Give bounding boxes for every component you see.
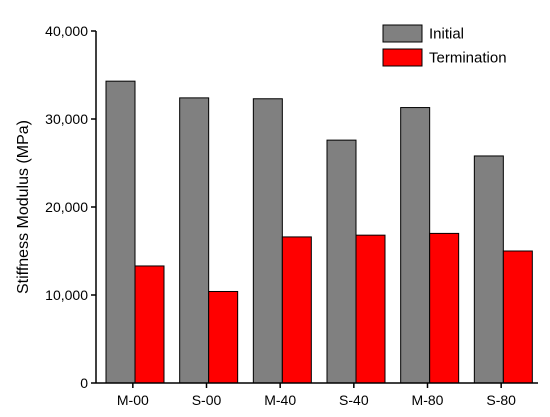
y-tick-label: 20,000 [45,199,88,215]
bar-initial-s-40 [326,139,357,384]
legend-swatch-initial [382,24,423,43]
bar-termination-s-80 [502,250,533,384]
x-tick-label: M-40 [264,392,296,408]
bar-initial-s-00 [179,97,210,384]
bar-initial-m-00 [105,80,136,384]
y-tick-label: 10,000 [45,287,88,303]
legend-swatch-termination [382,48,423,67]
bar-initial-s-80 [473,155,504,384]
y-ticks-group: 0 10,000 20,000 30,000 40,000 [45,23,96,391]
x-tick-label: S-40 [339,392,369,408]
legend: Initial Termination [382,24,507,67]
bar-initial-m-80 [400,107,431,384]
bars-group [105,80,533,384]
x-tick-label: S-80 [486,392,516,408]
bar-termination-s-00 [208,290,239,384]
x-tick-label: M-00 [117,392,149,408]
y-axis-title: Stiffness Modulus (MPa) [15,120,32,294]
bar-termination-m-40 [281,236,312,384]
legend-label-termination: Termination [429,50,507,67]
x-tick-label: M-80 [412,392,444,408]
bar-termination-m-80 [429,232,460,384]
bar-termination-s-40 [355,234,386,384]
bar-termination-m-00 [134,265,165,384]
x-tick-label: S-00 [192,392,222,408]
legend-label-initial: Initial [429,26,464,43]
y-tick-label: 30,000 [45,111,88,127]
x-ticks-group: M-00 S-00 M-40 S-40 M-80 S-80 [117,383,516,408]
bar-initial-m-40 [252,98,283,384]
y-tick-label: 40,000 [45,23,88,39]
y-tick-label: 0 [80,375,88,391]
